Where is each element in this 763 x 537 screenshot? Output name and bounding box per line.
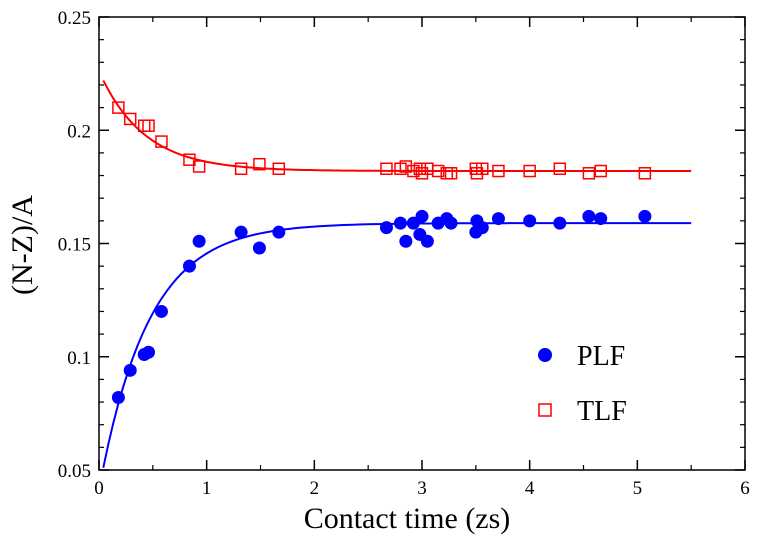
point-plf: [123, 363, 137, 377]
x-tick-label: 5: [633, 478, 643, 499]
point-tlf: [183, 153, 196, 166]
point-plf: [523, 214, 537, 228]
point-plf: [393, 216, 407, 230]
legend-marker-plf: [538, 348, 552, 362]
point-plf: [272, 225, 286, 239]
y-tick-label: 0.1: [67, 348, 91, 369]
point-tlf: [594, 164, 607, 178]
point-tlf: [638, 167, 652, 180]
axis-ticks: [98, 16, 746, 471]
y-tick-label: 0.15: [58, 235, 91, 256]
point-plf: [252, 241, 266, 255]
legend: PLF TLF: [538, 341, 627, 427]
point-plf: [154, 304, 168, 318]
data-points: [111, 101, 652, 405]
point-tlf: [112, 101, 125, 114]
y-axis-title: (N-Z)/A: [6, 195, 39, 295]
point-tlf: [234, 162, 248, 176]
legend-label-plf: PLF: [577, 341, 625, 372]
x-tick-label: 0: [94, 478, 104, 499]
point-tlf: [142, 119, 155, 132]
point-plf: [638, 209, 652, 223]
point-tlf: [413, 162, 427, 176]
x-tick-label: 2: [310, 478, 320, 499]
point-tlf: [523, 164, 536, 178]
point-tlf: [582, 167, 596, 180]
y-tick-label: 0.2: [67, 121, 91, 142]
point-plf: [420, 234, 434, 248]
point-plf: [491, 212, 505, 226]
point-plf: [182, 259, 196, 273]
point-tlf: [431, 164, 445, 178]
point-tlf: [492, 164, 505, 178]
point-tlf: [476, 162, 489, 176]
point-tlf: [407, 164, 420, 178]
x-tick-label: 3: [417, 478, 427, 499]
point-tlf: [253, 157, 266, 171]
point-plf: [553, 216, 567, 230]
point-tlf: [469, 162, 483, 176]
point-plf: [379, 221, 393, 235]
point-plf: [594, 212, 608, 226]
point-plf: [111, 391, 125, 405]
point-plf: [415, 209, 429, 223]
point-plf: [192, 234, 206, 248]
point-tlf: [155, 135, 168, 148]
point-plf: [444, 216, 458, 230]
legend-marker-tlf: [538, 403, 552, 417]
point-tlf: [444, 167, 458, 180]
x-tick-label: 1: [202, 478, 212, 499]
x-tick-label: 6: [740, 478, 750, 499]
point-tlf: [272, 162, 286, 176]
point-tlf: [192, 160, 206, 173]
point-tlf: [399, 160, 413, 173]
point-tlf: [123, 112, 137, 126]
point-plf: [399, 234, 413, 248]
point-plf: [234, 225, 248, 239]
legend-label-tlf: TLF: [577, 396, 627, 427]
point-tlf: [553, 162, 567, 176]
y-tick-label: 0.05: [58, 461, 91, 482]
x-tick-label: 4: [525, 478, 535, 499]
y-tick-label: 0.25: [58, 8, 91, 29]
point-plf: [582, 209, 596, 223]
x-axis-title: Contact time (zs): [304, 502, 511, 535]
point-plf: [142, 345, 156, 359]
point-plf: [475, 221, 489, 235]
point-tlf: [380, 162, 393, 176]
tick-labels: 0 1 2 3 4 5 6 0.05 0.1 0.15 0.2 0.25: [58, 8, 750, 499]
